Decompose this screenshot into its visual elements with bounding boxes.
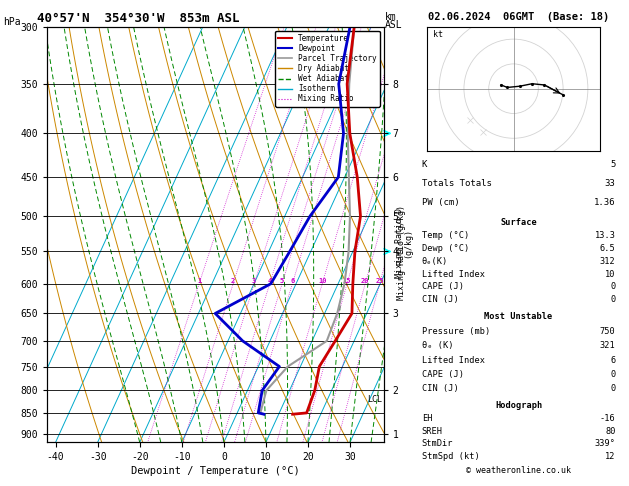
Text: EH: EH — [421, 414, 432, 423]
Text: © weatheronline.co.uk: © weatheronline.co.uk — [467, 466, 571, 475]
Text: PW (cm): PW (cm) — [421, 198, 459, 207]
Text: 312: 312 — [600, 257, 616, 266]
Text: Mixing Ratio (g/kg): Mixing Ratio (g/kg) — [397, 205, 406, 300]
Text: 33: 33 — [605, 179, 616, 188]
Text: θₑ(K): θₑ(K) — [421, 257, 448, 266]
Text: ASL: ASL — [385, 20, 403, 31]
Text: CIN (J): CIN (J) — [421, 384, 459, 393]
Text: CAPE (J): CAPE (J) — [421, 370, 464, 379]
Text: hPa: hPa — [3, 17, 21, 27]
Text: 3: 3 — [252, 278, 257, 284]
Text: 6.5: 6.5 — [600, 244, 616, 253]
Text: 20: 20 — [361, 278, 369, 284]
Text: km: km — [385, 12, 397, 22]
Text: Lifted Index: Lifted Index — [421, 270, 485, 278]
Text: 750: 750 — [600, 327, 616, 336]
Text: 6: 6 — [290, 278, 294, 284]
X-axis label: Dewpoint / Temperature (°C): Dewpoint / Temperature (°C) — [131, 466, 300, 476]
Text: StmSpd (kt): StmSpd (kt) — [421, 452, 479, 461]
Text: 1: 1 — [197, 278, 201, 284]
Text: 2: 2 — [231, 278, 235, 284]
Text: 6: 6 — [610, 356, 616, 364]
Text: 15: 15 — [343, 278, 351, 284]
Text: Temp (°C): Temp (°C) — [421, 231, 469, 240]
Text: 4: 4 — [267, 278, 272, 284]
Legend: Temperature, Dewpoint, Parcel Trajectory, Dry Adiabat, Wet Adiabat, Isotherm, Mi: Temperature, Dewpoint, Parcel Trajectory… — [276, 31, 380, 106]
Text: 10: 10 — [605, 270, 616, 278]
Text: 02.06.2024  06GMT  (Base: 18): 02.06.2024 06GMT (Base: 18) — [428, 12, 610, 22]
Text: 80: 80 — [605, 427, 616, 435]
Text: Mixing Ratio D: Mixing Ratio D — [395, 208, 404, 278]
Text: Lifted Index: Lifted Index — [421, 356, 485, 364]
Text: 5: 5 — [610, 160, 616, 169]
Text: 12: 12 — [605, 452, 616, 461]
Text: 339°: 339° — [594, 439, 616, 448]
Text: 10: 10 — [318, 278, 326, 284]
Text: 13.3: 13.3 — [594, 231, 616, 240]
Text: 0: 0 — [610, 384, 616, 393]
Text: Dewp (°C): Dewp (°C) — [421, 244, 469, 253]
Text: 321: 321 — [600, 341, 616, 350]
Text: StmDir: StmDir — [421, 439, 453, 448]
Text: 0: 0 — [610, 295, 616, 304]
Text: kt: kt — [433, 30, 443, 39]
Text: Most Unstable: Most Unstable — [484, 312, 553, 321]
Text: Pressure (mb): Pressure (mb) — [421, 327, 490, 336]
Text: θₑ (K): θₑ (K) — [421, 341, 453, 350]
Text: Surface: Surface — [500, 218, 537, 227]
Text: 1.36: 1.36 — [594, 198, 616, 207]
Text: CAPE (J): CAPE (J) — [421, 282, 464, 292]
Text: 0: 0 — [610, 370, 616, 379]
Text: LCL: LCL — [367, 395, 382, 404]
Text: K: K — [421, 160, 427, 169]
Text: (g/kg): (g/kg) — [403, 228, 412, 258]
Text: CIN (J): CIN (J) — [421, 295, 459, 304]
Text: Hodograph: Hodograph — [495, 401, 542, 410]
Text: 5: 5 — [280, 278, 284, 284]
Text: SREH: SREH — [421, 427, 443, 435]
Text: 25: 25 — [376, 278, 384, 284]
Text: 0: 0 — [610, 282, 616, 292]
Text: Totals Totals: Totals Totals — [421, 179, 491, 188]
Text: -16: -16 — [600, 414, 616, 423]
Text: 40°57'N  354°30'W  853m ASL: 40°57'N 354°30'W 853m ASL — [37, 12, 240, 25]
